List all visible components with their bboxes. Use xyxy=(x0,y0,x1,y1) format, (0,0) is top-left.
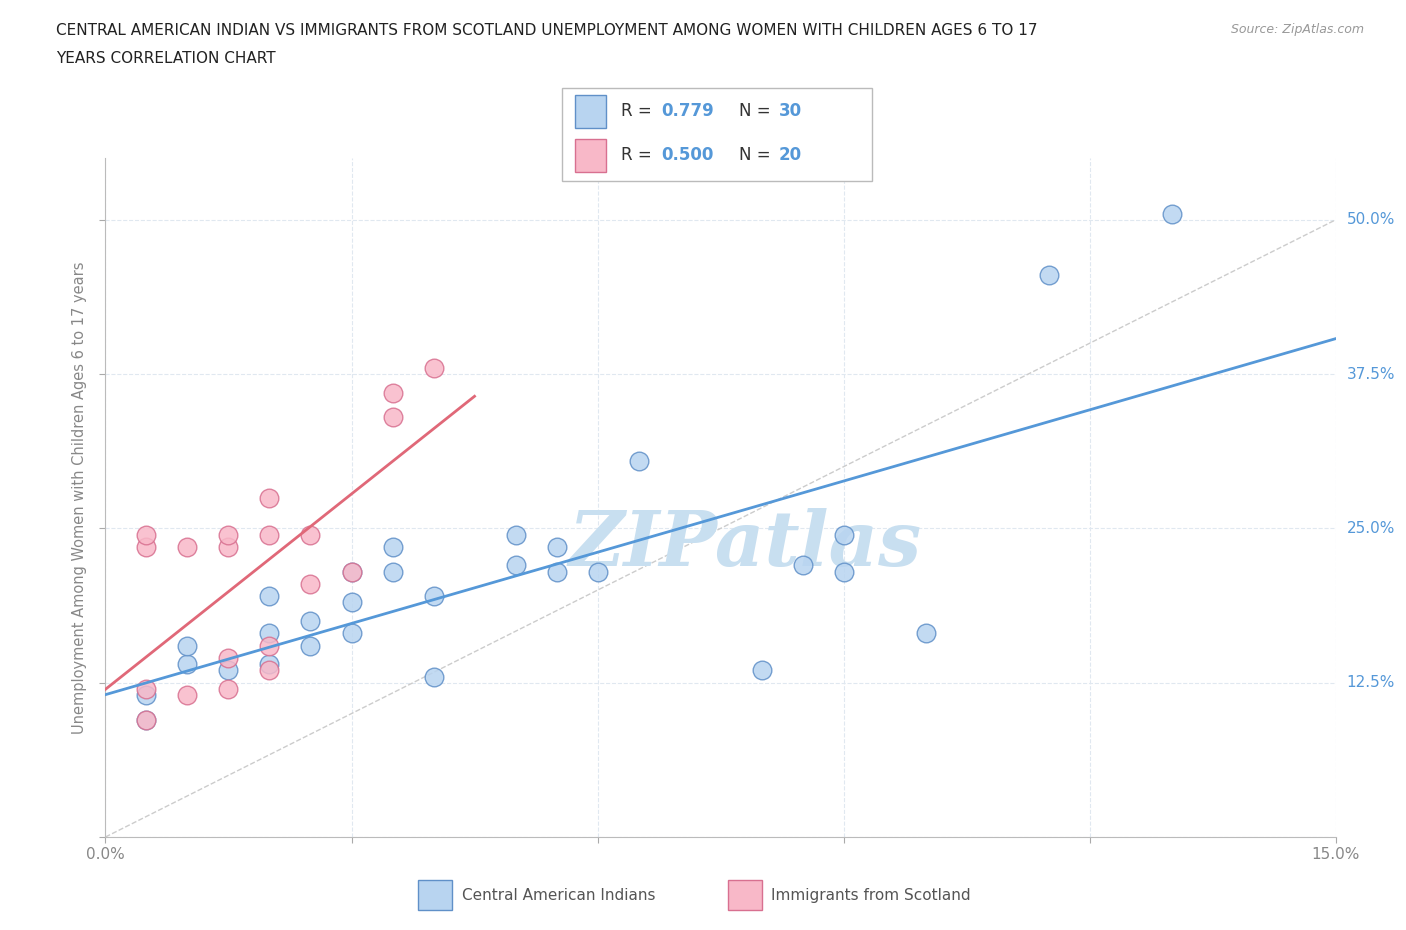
Point xyxy=(1160,206,1182,221)
Point xyxy=(299,577,322,591)
Point xyxy=(135,539,157,554)
Point xyxy=(259,589,281,604)
Point xyxy=(546,565,568,579)
Point xyxy=(340,565,363,579)
Bar xyxy=(419,881,453,910)
FancyBboxPatch shape xyxy=(562,88,872,181)
Text: 30: 30 xyxy=(779,101,801,120)
Point xyxy=(176,638,198,653)
Point xyxy=(422,669,444,684)
Point xyxy=(586,565,609,579)
Text: 0.779: 0.779 xyxy=(661,101,714,120)
Point xyxy=(505,527,527,542)
Point xyxy=(218,651,240,666)
Point xyxy=(218,539,240,554)
Text: 20: 20 xyxy=(779,146,801,165)
Point xyxy=(505,558,527,573)
Point xyxy=(259,638,281,653)
Point xyxy=(627,453,650,468)
Point xyxy=(751,663,773,678)
Point xyxy=(218,663,240,678)
Text: YEARS CORRELATION CHART: YEARS CORRELATION CHART xyxy=(56,51,276,66)
Text: CENTRAL AMERICAN INDIAN VS IMMIGRANTS FROM SCOTLAND UNEMPLOYMENT AMONG WOMEN WIT: CENTRAL AMERICAN INDIAN VS IMMIGRANTS FR… xyxy=(56,23,1038,38)
Point xyxy=(259,490,281,505)
Text: 12.5%: 12.5% xyxy=(1347,675,1395,690)
Bar xyxy=(575,95,606,128)
Point xyxy=(914,626,936,641)
Point xyxy=(135,712,157,727)
Point xyxy=(832,565,855,579)
Point xyxy=(832,527,855,542)
Y-axis label: Unemployment Among Women with Children Ages 6 to 17 years: Unemployment Among Women with Children A… xyxy=(72,261,87,734)
Bar xyxy=(575,139,606,172)
Point xyxy=(792,558,814,573)
Point xyxy=(340,565,363,579)
Point xyxy=(299,614,322,629)
Point xyxy=(340,626,363,641)
Text: N =: N = xyxy=(738,146,776,165)
Text: R =: R = xyxy=(621,146,657,165)
Point xyxy=(299,638,322,653)
Text: R =: R = xyxy=(621,101,657,120)
Point xyxy=(259,657,281,671)
Point xyxy=(381,385,404,400)
Text: ZIPatlas: ZIPatlas xyxy=(568,508,922,582)
Point xyxy=(381,565,404,579)
Text: 37.5%: 37.5% xyxy=(1347,366,1395,381)
Text: Immigrants from Scotland: Immigrants from Scotland xyxy=(770,887,970,903)
Text: Source: ZipAtlas.com: Source: ZipAtlas.com xyxy=(1230,23,1364,36)
Point xyxy=(176,657,198,671)
Point xyxy=(381,410,404,425)
Point xyxy=(135,687,157,702)
Point xyxy=(546,539,568,554)
Point xyxy=(1038,268,1060,283)
Point xyxy=(422,361,444,376)
Point xyxy=(218,527,240,542)
Point xyxy=(218,682,240,697)
Bar xyxy=(728,881,762,910)
Point xyxy=(422,589,444,604)
Point xyxy=(135,527,157,542)
Point xyxy=(176,687,198,702)
Text: Central American Indians: Central American Indians xyxy=(461,887,655,903)
Point xyxy=(135,682,157,697)
Point xyxy=(176,539,198,554)
Text: 0.500: 0.500 xyxy=(661,146,714,165)
Point xyxy=(259,527,281,542)
Text: N =: N = xyxy=(738,101,776,120)
Point xyxy=(259,626,281,641)
Point xyxy=(299,527,322,542)
Text: 25.0%: 25.0% xyxy=(1347,521,1395,536)
Point xyxy=(340,595,363,610)
Text: 50.0%: 50.0% xyxy=(1347,212,1395,227)
Point xyxy=(135,712,157,727)
Point xyxy=(381,539,404,554)
Point xyxy=(259,663,281,678)
